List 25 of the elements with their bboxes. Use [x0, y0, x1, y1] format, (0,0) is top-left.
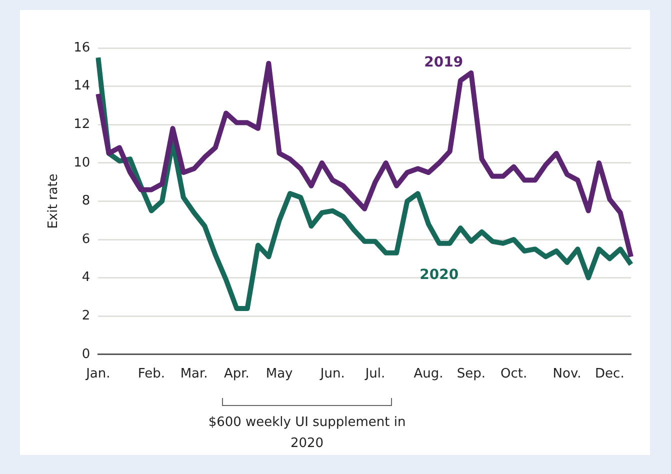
series-label: 2020: [420, 266, 459, 283]
y-tick-label: 0: [82, 346, 90, 362]
text: $600 weekly UI supplement in 2020: [207, 414, 407, 453]
y-tick-label: 2: [82, 308, 90, 324]
x-tick-label: Nov.: [552, 366, 582, 382]
x-tick-label: Jan.: [85, 366, 110, 382]
series-label: 2019: [424, 54, 464, 71]
x-tick-label: Jun.: [319, 366, 345, 382]
x-tick-label: Sep.: [456, 366, 486, 382]
x-tick-label: Dec.: [595, 366, 624, 382]
y-tick-label: 12: [74, 116, 90, 132]
y-tick-label: 4: [82, 270, 90, 286]
x-tick-label: Oct.: [500, 366, 528, 382]
y-tick-label: 14: [74, 78, 90, 94]
x-tick-label: Aug.: [414, 366, 444, 382]
x-tick-label: Mar.: [180, 366, 208, 382]
x-tick-label: May: [266, 366, 294, 382]
y-tick-label: 6: [82, 232, 90, 247]
x-tick-label: Jul.: [364, 366, 386, 382]
y-tick-label: 10: [74, 155, 90, 170]
y-axis-title: Exit rate: [46, 174, 62, 229]
y-tick-label: 16: [74, 40, 90, 56]
x-tick-label: Feb.: [138, 366, 166, 382]
x-tick-label: Apr.: [224, 366, 250, 382]
y-tick-label: 8: [82, 194, 90, 209]
